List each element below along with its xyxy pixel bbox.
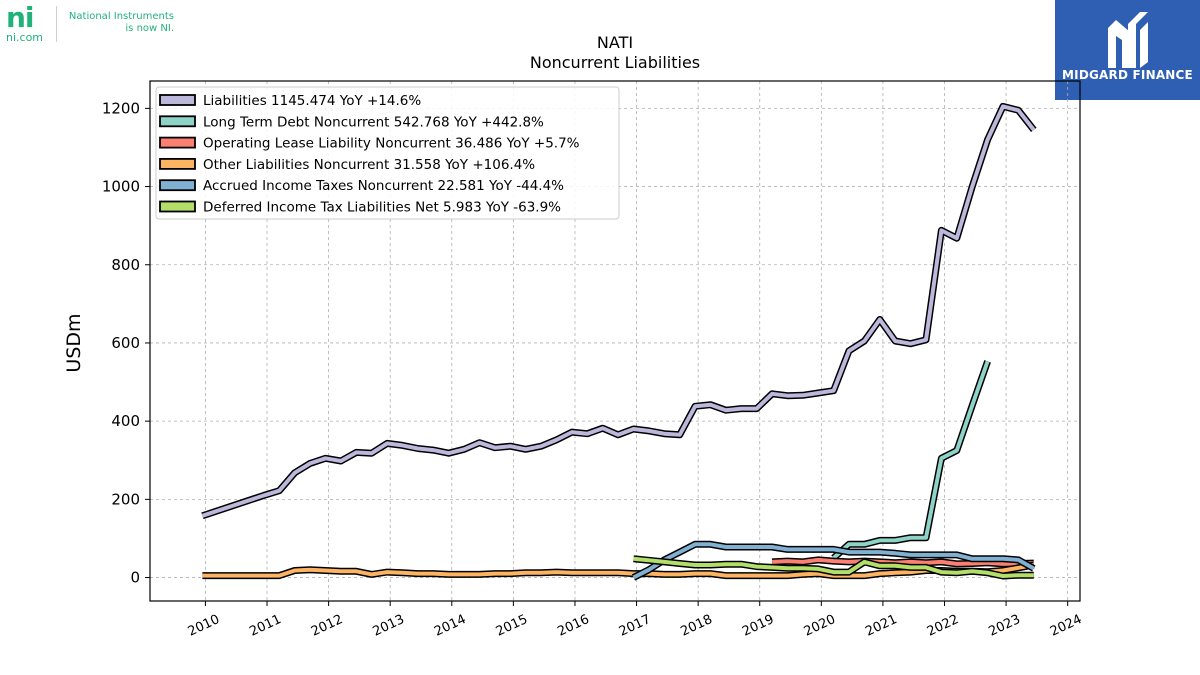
series-long-term-debt — [831, 360, 991, 561]
series-line — [201, 104, 1036, 518]
x-tick-label: 2011 — [247, 612, 283, 640]
y-tick-label: 400 — [111, 412, 140, 430]
series-liabilities — [201, 102, 1037, 520]
series-line — [632, 542, 1035, 580]
legend-label: Liabilities 1145.474 YoY +14.6% — [203, 93, 421, 109]
legend-swatch — [159, 136, 196, 149]
y-tick-label: 1000 — [102, 178, 140, 196]
legend-item: Deferred Income Tax Liabilities Net 5.98… — [159, 200, 561, 216]
legend-swatch — [159, 94, 196, 106]
x-tick-label: 2017 — [617, 612, 653, 640]
legend-swatch — [159, 115, 196, 128]
legend-swatch — [159, 157, 196, 170]
series-line — [771, 557, 1034, 566]
x-tick-label: 2018 — [679, 612, 715, 640]
plot-frame — [149, 80, 1081, 602]
y-axis-label: USDm — [63, 313, 85, 372]
legend-label: Other Liabilities Noncurrent 31.558 YoY … — [203, 157, 535, 173]
series-deferred-income-tax — [633, 555, 1034, 580]
series-accrued-income-taxes — [631, 540, 1036, 581]
legend-label: Accrued Income Taxes Noncurrent 22.581 Y… — [203, 178, 564, 194]
ni-site-label: ni.com — [6, 31, 44, 44]
legend: Liabilities 1145.474 YoY +14.6% Long Term… — [155, 86, 620, 220]
ni-logo-mark: ni — [6, 1, 35, 34]
x-tick-label: 2014 — [432, 612, 468, 640]
series-layer — [201, 102, 1037, 581]
legend-label: Deferred Income Tax Liabilities Net 5.98… — [203, 200, 561, 216]
legend-swatch — [159, 200, 196, 213]
x-tick-label: 2016 — [555, 612, 591, 640]
y-tick-label: 200 — [111, 490, 140, 508]
y-tick-label: 800 — [111, 256, 140, 274]
chart-title: NATI — [597, 33, 633, 52]
legend-box — [155, 86, 620, 220]
series-outline — [831, 360, 991, 561]
series-line — [832, 360, 990, 560]
x-tick-label: 2013 — [371, 612, 407, 640]
x-tick-label: 2012 — [309, 612, 345, 640]
y-tick-label: 0 — [130, 569, 140, 587]
legend-swatch — [159, 179, 196, 192]
series-line — [633, 556, 1034, 578]
brand-name: MIDGARD FINANCE — [1062, 68, 1193, 82]
y-tick-label: 600 — [111, 334, 140, 352]
chart-subtitle: Noncurrent Liabilities — [530, 53, 700, 72]
legend-item: Long Term Debt Noncurrent 542.768 YoY +4… — [159, 114, 544, 130]
x-tick-label: 2019 — [740, 612, 776, 640]
series-operating-lease — [771, 556, 1034, 568]
brand-logo-icon — [1108, 12, 1148, 68]
legend-label: Long Term Debt Noncurrent 542.768 YoY +4… — [203, 114, 544, 130]
logo-divider — [56, 6, 57, 42]
ni-note-line1: National Instruments — [68, 11, 174, 22]
legend-label: Operating Lease Liability Noncurrent 36.… — [203, 136, 580, 152]
x-tick-label: 2021 — [863, 612, 899, 640]
x-tick-label: 2023 — [986, 612, 1022, 640]
legend-item: Accrued Income Taxes Noncurrent 22.581 Y… — [159, 178, 564, 194]
y-tick-label: 1200 — [102, 99, 140, 117]
ni-rename-note: National Instruments is now NI. — [66, 11, 174, 35]
x-tick-label: 2010 — [186, 612, 222, 640]
ni-logo: ni ni.com — [4, 4, 56, 44]
ni-note-line2: is now NI. — [125, 23, 174, 34]
legend-item: Liabilities 1145.474 YoY +14.6% — [159, 93, 421, 109]
x-tick-label: 2015 — [494, 612, 530, 640]
legend-item: Operating Lease Liability Noncurrent 36.… — [159, 136, 580, 152]
x-tick-label: 2020 — [802, 612, 838, 640]
x-tick-label: 2024 — [1048, 612, 1084, 640]
legend-item: Other Liabilities Noncurrent 31.558 YoY … — [159, 157, 535, 173]
x-tick-label: 2022 — [925, 612, 961, 640]
